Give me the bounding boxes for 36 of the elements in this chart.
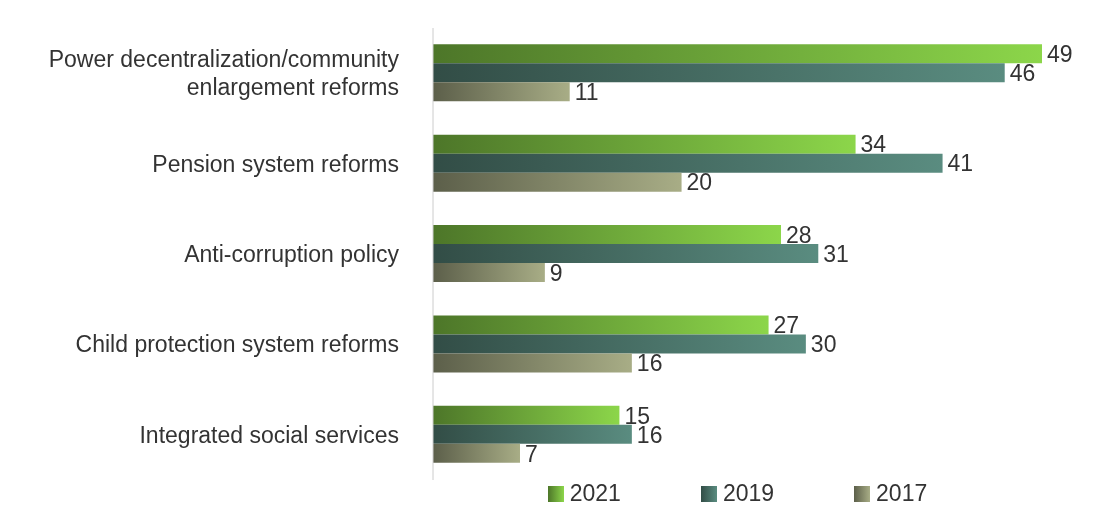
bar (433, 405, 620, 425)
data-label: 7 (525, 440, 538, 467)
data-label: 30 (810, 331, 837, 358)
y-tick-label: Integrated social services (139, 421, 399, 448)
bar (433, 172, 682, 192)
data-label: 16 (636, 350, 663, 377)
bar (433, 44, 1042, 64)
bar (433, 334, 806, 354)
data-label: 20 (686, 169, 713, 196)
legend-label: 2019 (721, 480, 775, 507)
bar (433, 353, 632, 373)
bar (433, 153, 943, 173)
bar (433, 263, 545, 283)
bar (433, 134, 856, 154)
bar (433, 63, 1005, 83)
bar (433, 82, 570, 102)
data-label: 28 (786, 221, 812, 248)
y-tick-label: Power decentralization/community enlargement reforms (48, 46, 400, 101)
y-tick-label: Pension system reforms (152, 150, 399, 177)
bar (433, 244, 819, 264)
bar (433, 443, 520, 463)
y-tick-label: Child protection system reforms (75, 331, 399, 358)
bar (433, 315, 769, 335)
data-label: 34 (860, 131, 887, 158)
data-label: 9 (549, 259, 563, 286)
data-label: 31 (823, 240, 849, 267)
data-label: 41 (947, 150, 974, 177)
y-tick-label: Anti-corruption policy (184, 241, 400, 268)
legend-label: 2021 (568, 480, 621, 507)
bar (433, 225, 781, 245)
data-label: 11 (574, 78, 599, 105)
legend-label: 2017 (875, 480, 928, 507)
data-label: 27 (773, 312, 800, 339)
data-label: 46 (1009, 59, 1036, 86)
bar (433, 424, 632, 444)
data-label: 49 (1047, 40, 1073, 67)
